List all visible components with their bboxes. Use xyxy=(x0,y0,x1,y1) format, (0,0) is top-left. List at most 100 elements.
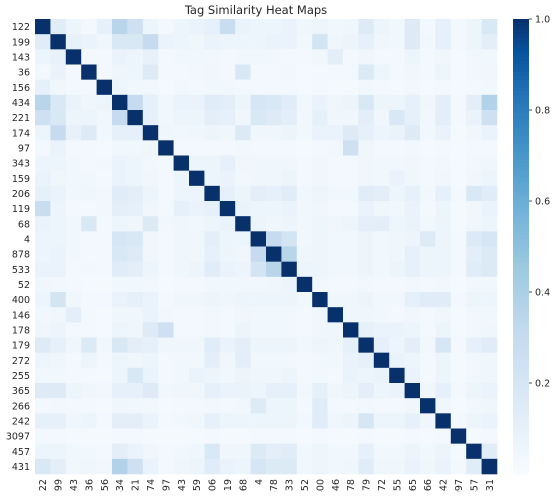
heatmap-cell-119-52 xyxy=(296,201,313,217)
heatmap-cell-221-457 xyxy=(466,110,482,126)
heatmap-cell-221-878 xyxy=(266,110,282,126)
heatmap-cell-179-97 xyxy=(158,337,174,353)
heatmap-cell-206-146 xyxy=(327,185,344,202)
heatmap-cell-199-431 xyxy=(481,34,498,50)
heatmap-cell-457-97 xyxy=(158,443,174,460)
heatmap-cell-174-3097 xyxy=(450,125,467,141)
heatmap-cell-272-266 xyxy=(420,352,436,369)
heatmap-cell-179-272 xyxy=(373,337,390,353)
heatmap-cell-146-434 xyxy=(112,307,128,323)
heatmap-cell-878-457 xyxy=(466,246,482,262)
heatmap-cell-156-36 xyxy=(81,79,97,96)
heatmap-cell-146-178 xyxy=(343,307,359,323)
heatmap-cell-365-156 xyxy=(96,383,113,399)
colorbar-segment xyxy=(513,91,529,96)
heatmap-cell-119-122 xyxy=(35,201,51,217)
heatmap-cell-36-365 xyxy=(404,64,421,80)
heatmap-cell-206-178 xyxy=(343,185,359,202)
heatmap-cell-143-156 xyxy=(96,49,113,65)
heatmap-cell-272-365 xyxy=(404,352,421,369)
heatmap-cell-122-878 xyxy=(266,19,282,35)
heatmap-cell-199-143 xyxy=(65,34,82,50)
y-tick-labels: 122 199 143 36 156 434 221 174 97 343 159 206 119 68 4… xyxy=(6,22,30,473)
heatmap-cell-68-343 xyxy=(173,216,190,232)
heatmap-cell-272-122 xyxy=(35,352,51,369)
heatmap-cell-36-457 xyxy=(466,64,482,80)
heatmap-cell-52-97 xyxy=(158,276,174,293)
heatmap-cell-206-68 xyxy=(235,185,251,202)
heatmap-cell-272-431 xyxy=(481,352,498,369)
heatmap-cell-343-146 xyxy=(327,155,344,171)
heatmap-cell-431-178 xyxy=(343,458,359,475)
colorbar-segment xyxy=(513,428,529,433)
colorbar-segment xyxy=(513,64,529,69)
heatmap-cell-400-52 xyxy=(296,292,313,308)
heatmap-cell-97-199 xyxy=(50,140,67,156)
heatmap-cell-533-179 xyxy=(358,261,375,278)
colorbar-segment xyxy=(513,53,529,58)
heatmap-cell-365-242 xyxy=(435,383,452,399)
heatmap-cell-206-272 xyxy=(373,185,390,202)
heatmap-cell-174-457 xyxy=(466,125,482,141)
heatmap-cell-242-174 xyxy=(142,413,159,429)
colorbar-segment xyxy=(513,295,529,300)
heatmap-cell-343-36 xyxy=(81,155,97,171)
heatmap-cell-365-365 xyxy=(404,383,421,399)
colorbar-segment xyxy=(513,117,529,122)
heatmap-cell-221-143 xyxy=(65,110,82,126)
colorbar-segment xyxy=(513,45,529,50)
heatmap-cell-146-365 xyxy=(404,307,421,323)
heatmap-cell-431-365 xyxy=(404,458,421,475)
heatmap-cell-143-68 xyxy=(235,49,251,65)
y-tick-label-255: 255 xyxy=(12,371,30,382)
heatmap-cell-431-206 xyxy=(204,458,221,475)
heatmap-cell-206-878 xyxy=(266,185,282,202)
heatmap-cell-119-179 xyxy=(358,201,375,217)
heatmap-cell-52-199 xyxy=(50,276,67,293)
heatmap-cell-533-174 xyxy=(142,261,159,278)
heatmap-cell-179-179 xyxy=(358,337,375,353)
heatmap-cell-434-266 xyxy=(420,94,436,111)
heatmap-cells xyxy=(35,19,498,475)
heatmap-cell-146-343 xyxy=(173,307,190,323)
y-tick-label-272: 272 xyxy=(12,356,30,367)
heatmap-cell-457-174 xyxy=(142,443,159,460)
colorbar-segment xyxy=(513,201,529,206)
heatmap-cell-343-143 xyxy=(65,155,82,171)
heatmap-cell-457-206 xyxy=(204,443,221,460)
heatmap-cell-533-119 xyxy=(219,261,236,278)
colorbar-segment xyxy=(513,110,529,115)
heatmap-cell-255-266 xyxy=(420,367,436,384)
heatmap-cell-343-52 xyxy=(296,155,313,171)
heatmap-cell-206-156 xyxy=(96,185,113,202)
heatmap-cell-242-221 xyxy=(127,413,144,429)
heatmap-cell-255-146 xyxy=(327,367,344,384)
heatmap-cell-36-431 xyxy=(481,64,498,80)
colorbar-segment xyxy=(513,383,529,388)
x-tick-label-3097: 3097 xyxy=(454,479,465,492)
heatmap-cell-255-119 xyxy=(219,367,236,384)
heatmap-cell-179-159 xyxy=(189,337,205,353)
heatmap-cell-52-146 xyxy=(327,276,344,293)
heatmap-cell-255-272 xyxy=(373,367,390,384)
heatmap-cell-174-36 xyxy=(81,125,97,141)
heatmap-cell-3097-242 xyxy=(435,428,452,444)
heatmap-cell-146-878 xyxy=(266,307,282,323)
heatmap-cell-36-255 xyxy=(389,64,405,80)
colorbar-segment xyxy=(513,140,529,145)
heatmap-cell-119-178 xyxy=(343,201,359,217)
heatmap-cell-122-242 xyxy=(435,19,452,35)
heatmap-cell-146-255 xyxy=(389,307,405,323)
colorbar-segment xyxy=(513,273,529,278)
heatmap-cell-365-400 xyxy=(312,383,328,399)
heatmap-cell-4-878 xyxy=(266,231,282,247)
heatmap-cell-343-878 xyxy=(266,155,282,171)
heatmap-cell-266-97 xyxy=(158,398,174,414)
heatmap-cell-272-156 xyxy=(96,352,113,369)
heatmap-cell-400-255 xyxy=(389,292,405,308)
heatmap-cell-4-533 xyxy=(281,231,298,247)
heatmap-cell-365-179 xyxy=(358,383,375,399)
colorbar-segment xyxy=(513,375,529,380)
heatmap-cell-122-97 xyxy=(158,19,174,35)
heatmap-cell-68-242 xyxy=(435,216,452,232)
